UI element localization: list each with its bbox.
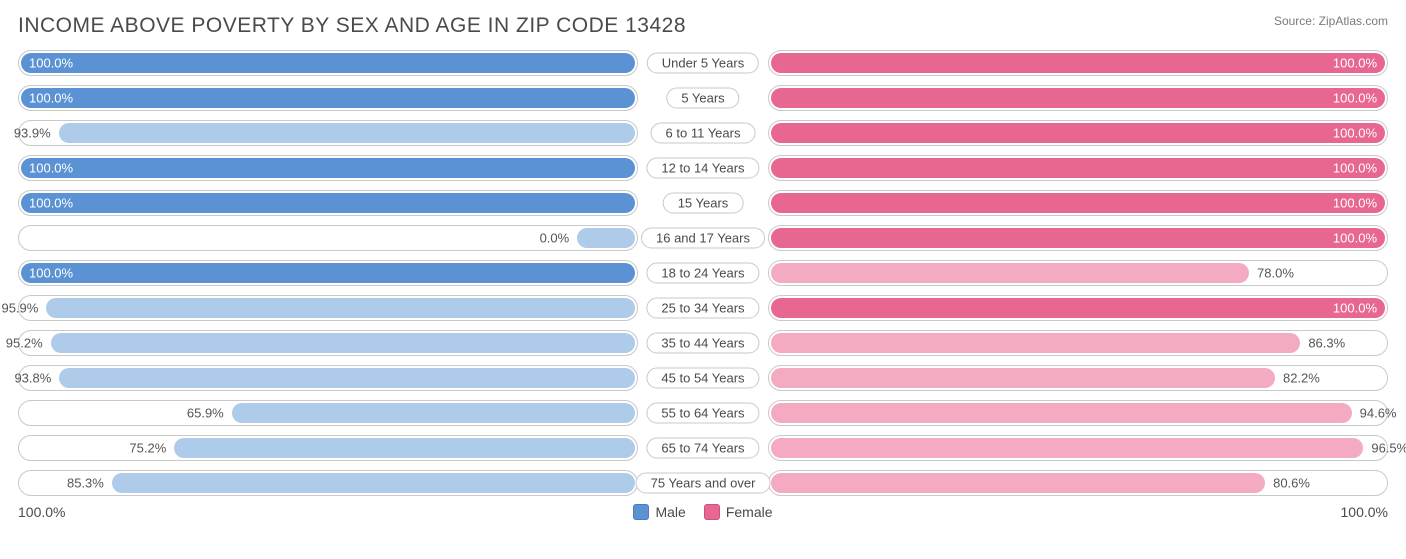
- data-row: 93.8%82.2%45 to 54 Years: [18, 363, 1388, 393]
- male-bar: [46, 298, 635, 318]
- category-label: 75 Years and over: [636, 473, 771, 494]
- female-bar: [771, 228, 1385, 248]
- female-bar: [771, 473, 1265, 493]
- male-bar: [577, 228, 635, 248]
- data-row: 65.9%94.6%55 to 64 Years: [18, 398, 1388, 428]
- female-bar: [771, 123, 1385, 143]
- male-value: 95.2%: [6, 336, 43, 351]
- female-value: 100.0%: [1333, 161, 1377, 176]
- male-value: 100.0%: [29, 91, 73, 106]
- data-row: 95.2%86.3%35 to 44 Years: [18, 328, 1388, 358]
- category-label: 65 to 74 Years: [646, 438, 759, 459]
- female-bar: [771, 298, 1385, 318]
- category-label: 6 to 11 Years: [651, 123, 756, 144]
- category-label: 5 Years: [666, 88, 739, 109]
- male-bar: [174, 438, 635, 458]
- female-value: 86.3%: [1308, 336, 1345, 351]
- male-bar: [21, 193, 635, 213]
- female-value: 100.0%: [1333, 301, 1377, 316]
- male-value: 95.9%: [1, 301, 38, 316]
- legend-item-male: Male: [633, 504, 685, 520]
- female-value: 96.5%: [1371, 441, 1406, 456]
- female-value: 100.0%: [1333, 56, 1377, 71]
- female-bar: [771, 333, 1300, 353]
- male-bar: [59, 368, 635, 388]
- male-bar: [21, 158, 635, 178]
- female-bar: [771, 403, 1352, 423]
- chart-title: INCOME ABOVE POVERTY BY SEX AND AGE IN Z…: [18, 14, 686, 38]
- data-row: 100.0% 100.0% 15 Years: [18, 188, 1388, 218]
- data-row: 93.9%100.0%6 to 11 Years: [18, 118, 1388, 148]
- data-row: 75.2%96.5%65 to 74 Years: [18, 433, 1388, 463]
- male-bar: [232, 403, 635, 423]
- category-label: Under 5 Years: [647, 53, 759, 74]
- female-value: 100.0%: [1333, 196, 1377, 211]
- axis-left-end: 100.0%: [18, 504, 65, 520]
- data-row: 100.0% 100.0% Under 5 Years: [18, 48, 1388, 78]
- male-swatch: [633, 504, 649, 520]
- male-value: 100.0%: [29, 266, 73, 281]
- male-value: 93.9%: [14, 126, 51, 141]
- female-bar: [771, 193, 1385, 213]
- male-value: 100.0%: [29, 56, 73, 71]
- female-bar: [771, 263, 1249, 283]
- female-value: 100.0%: [1333, 231, 1377, 246]
- female-bar: [771, 53, 1385, 73]
- female-value: 78.0%: [1257, 266, 1294, 281]
- male-value: 0.0%: [540, 231, 570, 246]
- male-value: 100.0%: [29, 196, 73, 211]
- male-value: 75.2%: [129, 441, 166, 456]
- male-value: 100.0%: [29, 161, 73, 176]
- male-value: 85.3%: [67, 476, 104, 491]
- category-label: 35 to 44 Years: [646, 333, 759, 354]
- category-label: 12 to 14 Years: [646, 158, 759, 179]
- category-label: 25 to 34 Years: [646, 298, 759, 319]
- data-row: 100.0% 100.0% 5 Years: [18, 83, 1388, 113]
- legend-label-male: Male: [655, 504, 685, 520]
- male-bar: [21, 53, 635, 73]
- male-bar: [21, 263, 635, 283]
- female-value: 100.0%: [1333, 126, 1377, 141]
- category-label: 15 Years: [663, 193, 744, 214]
- female-value: 82.2%: [1283, 371, 1320, 386]
- axis-right-end: 100.0%: [1341, 504, 1388, 520]
- chart-footer: 100.0% Male Female 100.0%: [18, 504, 1388, 520]
- legend: Male Female: [633, 504, 772, 520]
- female-value: 80.6%: [1273, 476, 1310, 491]
- category-label: 18 to 24 Years: [646, 263, 759, 284]
- female-bar: [771, 88, 1385, 108]
- male-bar: [112, 473, 635, 493]
- male-bar: [59, 123, 635, 143]
- data-row: 95.9%100.0%25 to 34 Years: [18, 293, 1388, 323]
- male-value: 65.9%: [187, 406, 224, 421]
- legend-label-female: Female: [726, 504, 773, 520]
- female-bar: [771, 368, 1275, 388]
- male-bar: [21, 88, 635, 108]
- male-bar: [51, 333, 635, 353]
- female-value: 100.0%: [1333, 91, 1377, 106]
- legend-item-female: Female: [704, 504, 773, 520]
- female-swatch: [704, 504, 720, 520]
- data-row: 100.0% 78.0% 18 to 24 Years: [18, 258, 1388, 288]
- data-row: 0.0% 100.0% 16 and 17 Years: [18, 223, 1388, 253]
- data-row: 85.3% 80.6% 75 Years and over: [18, 468, 1388, 498]
- female-value: 94.6%: [1360, 406, 1397, 421]
- category-label: 16 and 17 Years: [641, 228, 765, 249]
- data-row: 100.0% 100.0% 12 to 14 Years: [18, 153, 1388, 183]
- female-bar: [771, 438, 1363, 458]
- male-value: 93.8%: [14, 371, 51, 386]
- category-label: 45 to 54 Years: [646, 368, 759, 389]
- chart-area: 100.0% 100.0% Under 5 Years 100.0% 100.0% 5 Y…: [18, 48, 1388, 498]
- source-attribution: Source: ZipAtlas.com: [1274, 14, 1388, 28]
- category-label: 55 to 64 Years: [646, 403, 759, 424]
- female-bar: [771, 158, 1385, 178]
